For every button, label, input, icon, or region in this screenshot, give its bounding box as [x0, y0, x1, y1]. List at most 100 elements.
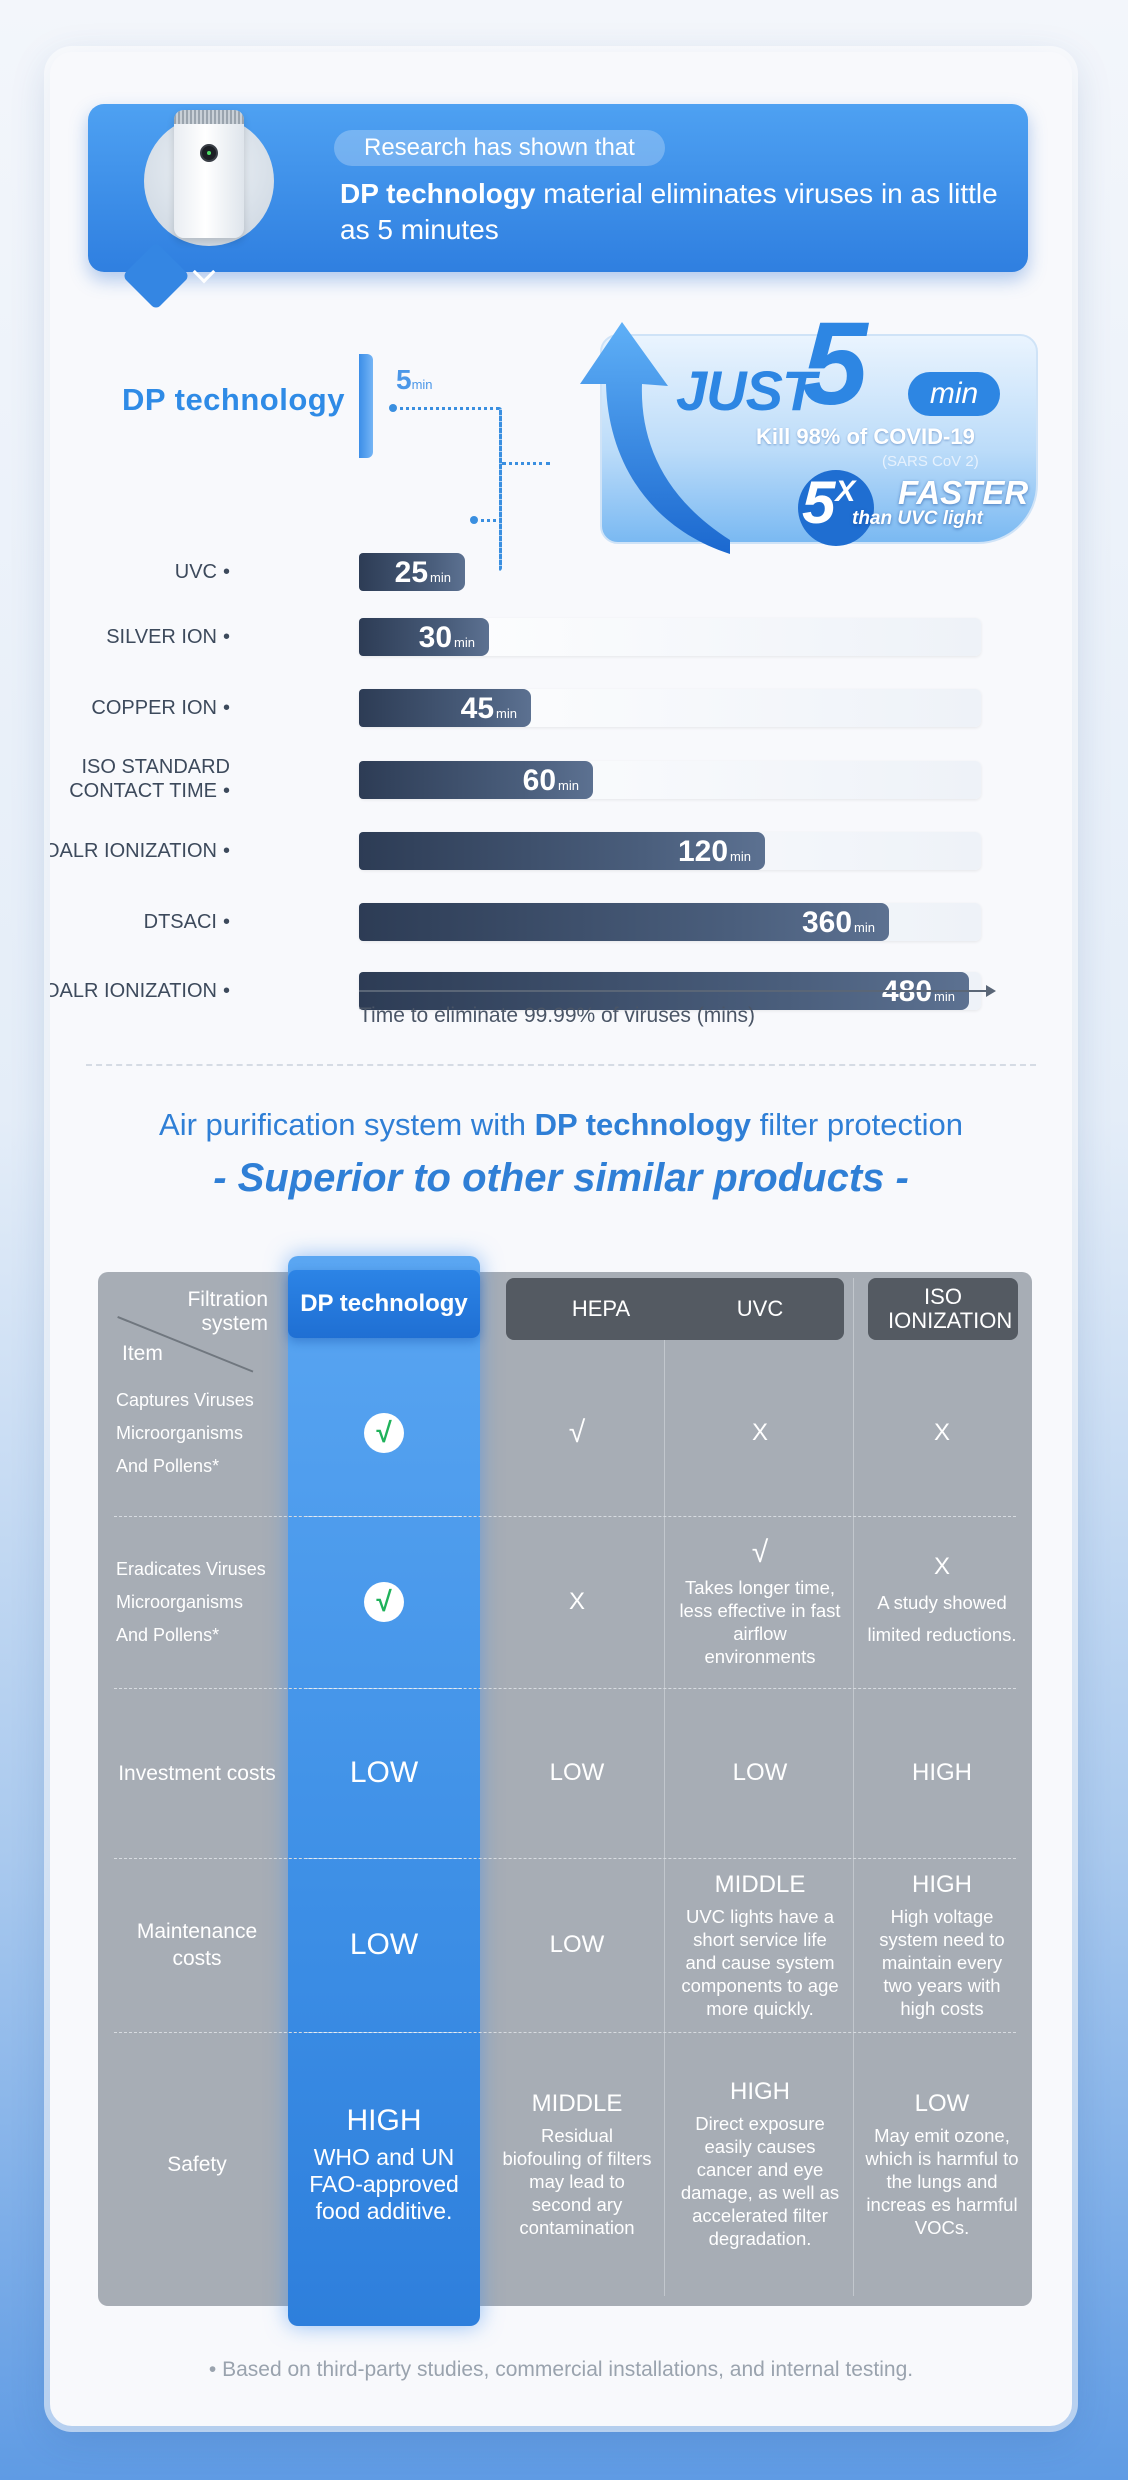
column-divider [664, 1278, 665, 2296]
row-item-text: Captures Viruses Microorganisms And Poll… [116, 1389, 254, 1476]
cell-uvc: √ Takes longer time, less effective in fa… [668, 1516, 852, 1688]
bar-30 [359, 618, 489, 656]
connector-line [499, 407, 502, 571]
bar-value: 45 min [359, 689, 517, 727]
bar-45 [359, 689, 531, 727]
cell-uvc: LOW [668, 1688, 852, 1858]
row-label-text: DTSACI [143, 911, 217, 933]
bar-value-number: 25 [394, 556, 429, 589]
multiplier-x: X [835, 475, 856, 508]
bullet-icon: • [222, 980, 230, 1002]
cell-value: MIDDLE [714, 1870, 806, 1898]
row-label: COPPER ION • [91, 696, 230, 720]
bar-value: 360 min [359, 903, 875, 941]
cross-mark-icon: X [933, 1553, 950, 1580]
badge-kill-text: Kill 98% of COVID-19 [756, 424, 975, 449]
cell-value: LOW [549, 1759, 605, 1786]
row-item-label: Safety [116, 2032, 278, 2296]
purifier-display [200, 144, 218, 162]
corner-header-top: Filtration system [187, 1288, 268, 1335]
row-item-text: Investment costs [118, 1761, 276, 1785]
cell-value: LOW [914, 2089, 970, 2117]
column-header-hepa: HEPA [506, 1278, 696, 1340]
row-divider-dp [306, 1688, 462, 1689]
bullet-icon: • [222, 780, 230, 802]
check-mark-icon: √ [568, 1416, 586, 1449]
row-label-text: CONTACT TIME [69, 780, 217, 802]
headline-rest: material eliminates viruses in as little… [340, 178, 998, 245]
cell-value: HIGH [730, 2078, 790, 2105]
column-divider [853, 1278, 854, 2296]
headline-bold: DP technology [340, 178, 536, 209]
row-divider-dp [306, 1516, 462, 1517]
bar-value-unit: min [854, 920, 875, 935]
cell-uvc: HIGH Direct exposure easily causes cancer… [668, 2032, 852, 2296]
check-icon: √ [364, 1582, 404, 1622]
row-item-label: Eradicates Viruses Microorganisms And Po… [116, 1516, 278, 1688]
cross-mark-icon: X [933, 1419, 950, 1446]
bar-value: 120 min [359, 832, 751, 870]
bar-value-unit: min [730, 849, 751, 864]
row-label-text: BIPOALR IONIZATION [50, 840, 217, 862]
badge-five: 5 [802, 298, 868, 430]
bar-value-unit: min [430, 570, 451, 585]
cell-note: UVC lights have a short service life and… [681, 1905, 839, 2019]
up-arrow-icon [580, 322, 730, 554]
cell-value: HIGH [912, 1870, 972, 1898]
cell-hepa: X [490, 1516, 664, 1688]
row-label-text: UVC [174, 561, 217, 583]
badge-sars-text: (SARS CoV 2) [882, 453, 979, 470]
check-icon: √ [364, 1413, 404, 1453]
bar-value-number: 45 [460, 692, 495, 725]
research-tagline: Research has shown that [334, 130, 665, 166]
cell-hepa: √ [490, 1350, 664, 1516]
cell-iso: HIGH High voltage system need to maintain… [856, 1858, 1028, 2032]
column-header-iso: ISO IONIZATION [868, 1278, 1018, 1340]
bar-value-unit: min [454, 635, 475, 650]
row-label-text: ISO STANDARD [81, 756, 230, 778]
cell-uvc: X [668, 1350, 852, 1516]
cell-note: WHO and UN FAO-approved food additive. [309, 2143, 459, 2224]
row-label: DTSACI • [144, 910, 230, 934]
bar-value-number: 60 [522, 764, 557, 797]
air-purifier-icon [174, 110, 244, 238]
row-label-text: BIPOALR IONIZATION [50, 980, 217, 1002]
bar-value-number: 120 [677, 835, 729, 868]
infographic-card: Research has shown that DP technology ma… [50, 52, 1072, 2426]
connector-line [502, 462, 550, 465]
cell-dp: LOW [288, 1858, 480, 2032]
x-axis [359, 990, 989, 992]
bar-25 [359, 553, 465, 591]
badge-min-pill: min [908, 372, 1000, 416]
cell-value: LOW [732, 1759, 788, 1786]
section-subtitle: - Superior to other similar products - [213, 1156, 909, 1200]
footnote: • Based on third-party studies, commerci… [208, 2358, 914, 2381]
corner-header-bottom: Item [122, 1342, 163, 1365]
row-divider [114, 2032, 1016, 2033]
connector-line [474, 519, 502, 522]
cell-note: Direct exposure easily causes cancer and… [680, 2113, 840, 2249]
axis-caption: Time to eliminate 99.99% of viruses (min… [359, 1004, 756, 1027]
cell-hepa: LOW [490, 1858, 664, 2032]
multiplier-number: 5 [802, 469, 836, 536]
cell-value: MIDDLE [531, 2089, 623, 2117]
comparison-table [98, 1272, 1032, 2306]
bullet-icon: • [222, 626, 230, 648]
row-item-label: Maintenance costs [116, 1858, 278, 2032]
bar-value: 25 min [359, 553, 451, 591]
badge-just: JUST [676, 359, 816, 422]
bar-value: 30 min [359, 618, 475, 656]
cell-dp: LOW [288, 1688, 480, 1858]
cell-dp: √ [288, 1350, 480, 1516]
cell-iso: X [856, 1350, 1028, 1516]
bullet-icon: • [222, 911, 230, 933]
dp-value-number: 5 [396, 364, 412, 395]
row-divider-dp [306, 1858, 462, 1859]
column-header-uvc: UVC [676, 1278, 844, 1340]
cell-dp: HIGH WHO and UN FAO-approved food additiv… [288, 2032, 480, 2296]
bar-120 [359, 832, 765, 870]
row-item-text: Eradicates Viruses Microorganisms And Po… [116, 1558, 266, 1645]
row-label: SILVER ION • [106, 625, 230, 649]
column-header-iso-text: ISO IONIZATION [888, 1284, 1013, 1333]
badge-faster: FASTER [898, 474, 1029, 511]
